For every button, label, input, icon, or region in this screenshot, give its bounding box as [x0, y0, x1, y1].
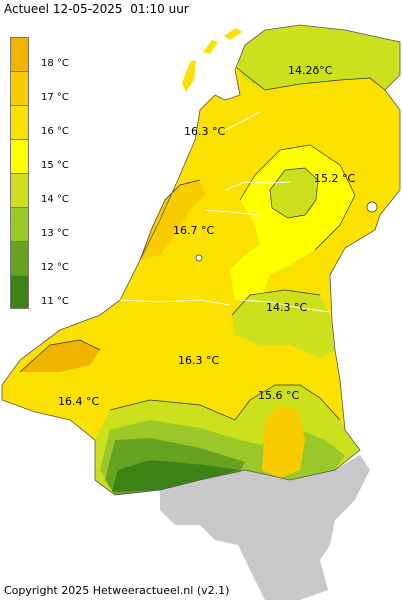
zone-16-southeast	[262, 405, 305, 478]
zone-14-veluwe	[270, 168, 318, 218]
zone-17-west	[140, 180, 205, 260]
station-label: 14.3 °C	[266, 301, 308, 314]
legend-item-16: 16 °C	[10, 105, 72, 139]
zone-14-north	[237, 25, 400, 90]
legend-label: 14 °C	[41, 194, 69, 205]
legend-swatch	[10, 275, 29, 309]
legend-label: 11 °C	[41, 296, 69, 307]
island-terschelling	[224, 28, 242, 40]
legend-label: 17 °C	[41, 92, 69, 103]
legend-swatch	[10, 139, 29, 173]
legend-label: 13 °C	[41, 228, 69, 239]
station-label: 15.6 °C	[258, 389, 300, 402]
legend-swatch	[10, 173, 29, 207]
temperature-legend: 18 °C 17 °C 16 °C 15 °C 14 °C 13 °C 12 °…	[10, 37, 72, 309]
station-label: 16.4 °C	[58, 395, 100, 408]
legend-swatch	[10, 71, 29, 105]
legend-swatch	[10, 37, 29, 71]
legend-label: 16 °C	[41, 126, 69, 137]
legend-item-15: 15 °C	[10, 139, 72, 173]
island-texel	[182, 60, 196, 92]
zone-15-central	[230, 145, 355, 300]
legend-label: 15 °C	[41, 160, 69, 171]
zone-14-east	[232, 290, 335, 358]
legend-item-12: 12 °C	[10, 241, 72, 275]
station-label: 14.2ð°C	[288, 64, 333, 77]
page-title: Actueel 12-05-2025 01:10 uur	[4, 2, 189, 16]
legend-label: 18 °C	[41, 58, 69, 69]
legend-item-17: 17 °C	[10, 71, 72, 105]
station-label: 16.7 °C	[173, 224, 215, 237]
zone-11-ardennes	[112, 460, 240, 492]
legend-item-18: 18 °C	[10, 37, 72, 71]
legend-swatch	[10, 241, 29, 275]
island-vlieland	[203, 40, 218, 54]
station-label: 16.3 °C	[178, 354, 220, 367]
legend-item-11: 11 °C	[10, 275, 72, 309]
legend-label: 12 °C	[41, 262, 69, 273]
station-label: 15.2 °C	[314, 172, 356, 185]
legend-item-13: 13 °C	[10, 207, 72, 241]
zone-17-coast	[20, 340, 100, 372]
station-label: 16.3 °C	[184, 125, 226, 138]
legend-swatch	[10, 105, 29, 139]
outside-region	[160, 455, 370, 600]
copyright: Copyright 2025 Hetweeractueel.nl (v2.1)	[4, 584, 230, 597]
legend-item-14: 14 °C	[10, 173, 72, 207]
legend-swatch	[10, 207, 29, 241]
